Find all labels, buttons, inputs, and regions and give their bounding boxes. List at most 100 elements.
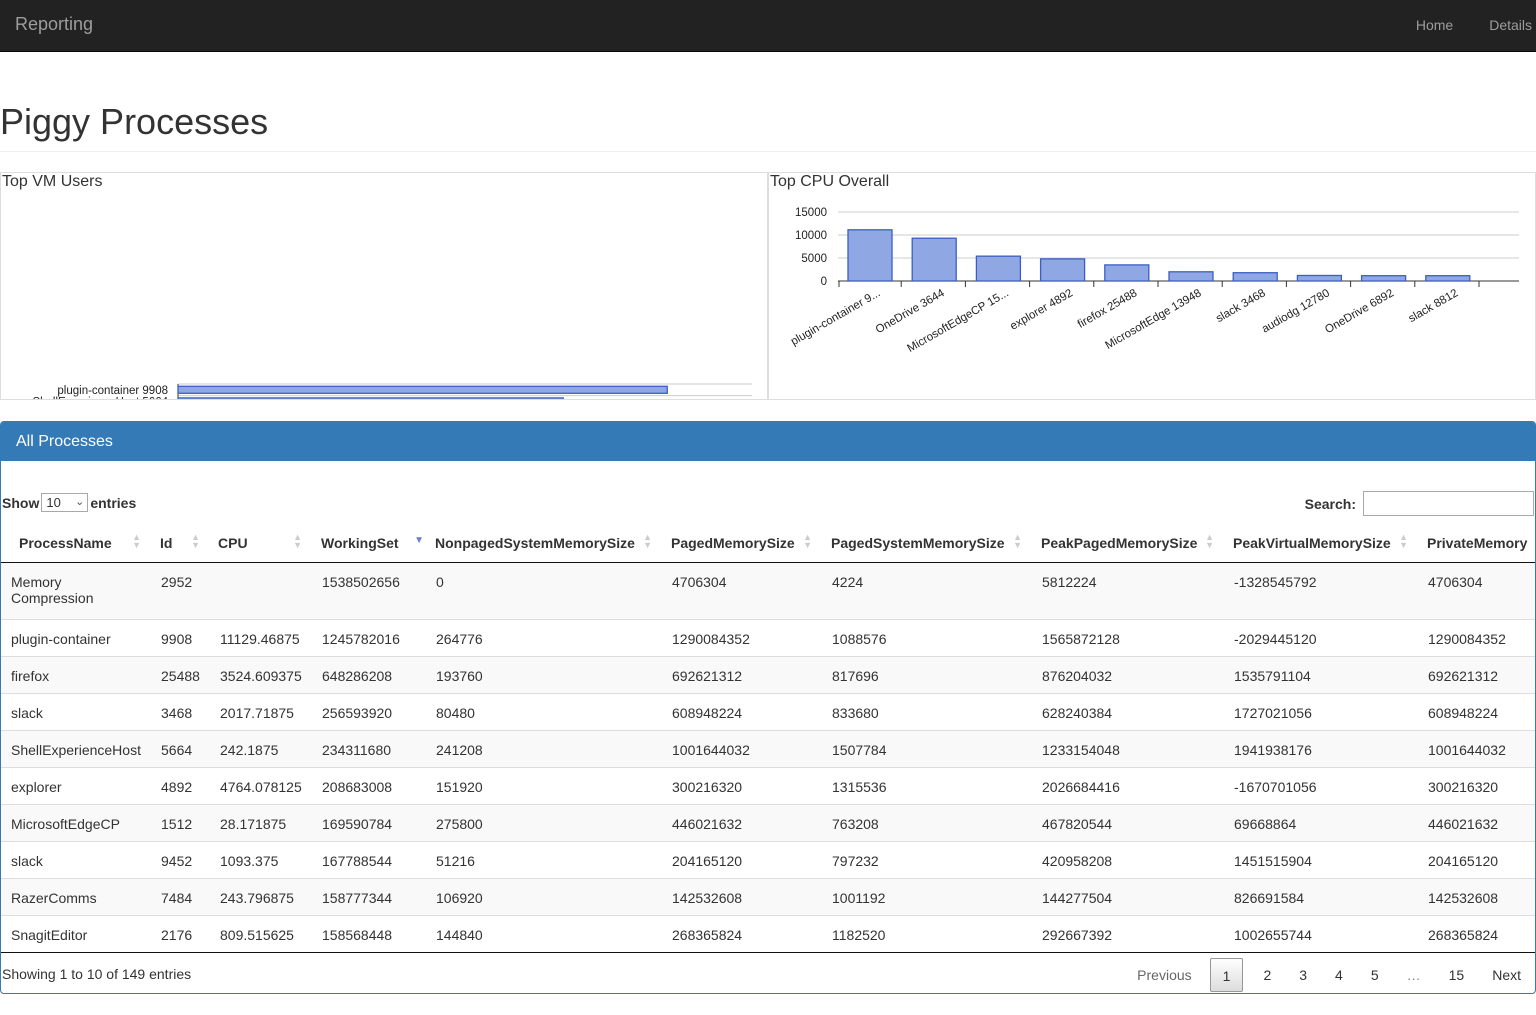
cpu-bar[interactable] [975, 255, 1022, 282]
cell-cpu: 28.171875 [210, 804, 312, 842]
title-divider [0, 151, 1536, 152]
sort-both-icon: ▲ ▼ [293, 532, 302, 550]
cell-nonpagedsystemmemorysize: 80480 [426, 693, 662, 731]
cpu-bar[interactable] [1104, 264, 1150, 282]
cpu-category-label: firefox 25488 [1076, 287, 1140, 331]
previous-page-button[interactable]: Previous [1137, 967, 1192, 983]
column-header-nonpagedsystemmemorysize[interactable]: NonpagedSystemMemorySize ▲ ▼ [426, 523, 662, 563]
table-row[interactable]: slack 3468 2017.71875 256593920 80480 6089482… [1, 693, 1535, 731]
cell-processname: SnagitEditor [1, 915, 151, 953]
table-header-row: ProcessName ▲ ▼ Id ▲ ▼ CPU ▲ ▼ WorkingSet ▼ Nonpage… [1, 523, 1535, 563]
column-header-label: PrivateMemory [1427, 534, 1528, 551]
cpu-bar[interactable] [1425, 275, 1471, 282]
cell-cpu: 3524.609375 [210, 656, 312, 694]
cell-id: 9908 [151, 619, 210, 657]
cell-pagedmemorysize: 692621312 [662, 656, 822, 694]
processes-table-wrapper: ProcessName ▲ ▼ Id ▲ ▼ CPU ▲ ▼ WorkingSet ▼ Nonpage… [1, 523, 1535, 953]
cell-peakvirtualmemorysize: 1451515904 [1224, 841, 1418, 879]
vm-bar[interactable] [177, 397, 564, 399]
sort-both-icon: ▲ ▼ [803, 532, 812, 550]
chevron-down-icon: ⌄ [75, 496, 85, 508]
column-header-workingset[interactable]: WorkingSet ▼ [312, 523, 426, 563]
brand-link[interactable]: Reporting [15, 14, 94, 34]
table-row[interactable]: ShellExperienceHost 5664 242.1875 234311680… [1, 730, 1535, 768]
sort-both-icon: ▲ ▼ [191, 532, 200, 550]
column-header-pagedmemorysize[interactable]: PagedMemorySize ▲ ▼ [662, 523, 822, 563]
cell-processname: slack [1, 841, 151, 879]
cell-peakpagedmemorysize: 467820544 [1032, 804, 1224, 842]
vm-bar[interactable] [177, 385, 668, 394]
column-header-pagedsystemmemorysize[interactable]: PagedSystemMemorySize ▲ ▼ [822, 523, 1032, 563]
cell-peakvirtualmemorysize: -1670701056 [1224, 767, 1418, 805]
column-header-label: PeakVirtualMemorySize [1233, 534, 1391, 551]
cell-peakvirtualmemorysize: 1002655744 [1224, 915, 1418, 953]
cell-workingset: 208683008 [312, 767, 426, 805]
cell-nonpagedsystemmemorysize: 0 [436, 574, 444, 590]
cell-pagedmemorysize: 1001644032 [662, 730, 822, 768]
table-row[interactable]: RazerComms 7484 243.796875 158777344 106920 1… [1, 878, 1535, 916]
cell-nonpagedsystemmemorysize: 275800 [426, 804, 662, 842]
nav-home-link[interactable]: Home [1415, 17, 1454, 33]
cell-peakpagedmemorysize: 5812224 [1042, 574, 1097, 590]
sort-both-icon: ▲ ▼ [1399, 532, 1408, 550]
page-button-1[interactable]: 1 [1209, 958, 1244, 992]
cell-workingset: 256593920 [312, 693, 426, 731]
cpu-bar[interactable] [1360, 275, 1407, 282]
column-header-peakvirtualmemorysize[interactable]: PeakVirtualMemorySize ▲ ▼ [1224, 523, 1418, 563]
table-row[interactable]: MicrosoftEdgeCP 1512 28.171875 169590784 275… [1, 804, 1535, 842]
cpu-tick-label: 5000 [801, 253, 827, 265]
cpu-category-label: OneDrive 6892 [1323, 287, 1396, 336]
table-row[interactable]: SnagitEditor 2176 809.515625 158568448 14484… [1, 915, 1535, 953]
vm-chart-title: Top VM Users [2, 173, 103, 190]
cell-pagedmemorysize: 1290084352 [662, 619, 822, 657]
column-header-processname[interactable]: ProcessName ▲ ▼ [1, 523, 151, 563]
cpu-tick-label: 15000 [795, 207, 827, 219]
page-button-3[interactable]: 3 [1299, 967, 1308, 983]
search-input[interactable] [1363, 491, 1534, 516]
cpu-bar[interactable] [1232, 272, 1278, 282]
cell-nonpagedsystemmemorysize: 241208 [426, 730, 662, 768]
table-row[interactable]: Memory Compression 2952 1538502656 0 4706304… [1, 562, 1535, 620]
cell-peakvirtualmemorysize: -1328545792 [1234, 574, 1317, 590]
cpu-bar[interactable] [1039, 258, 1086, 282]
cell-privatememory: 300216320 [1418, 767, 1535, 805]
cell-id: 2952 [161, 574, 193, 590]
page-button-4[interactable]: 4 [1335, 967, 1343, 983]
column-header-privatememory[interactable]: PrivateMemory [1418, 523, 1535, 563]
page-button-5[interactable]: 5 [1370, 967, 1379, 983]
cell-peakvirtualmemorysize: 1941938176 [1224, 730, 1418, 768]
next-page-button[interactable]: Next [1492, 967, 1521, 983]
cell-workingset: 1245782016 [312, 619, 426, 657]
table-row[interactable]: explorer 4892 4764.078125 208683008 151920 30… [1, 767, 1535, 805]
cell-privatememory: 608948224 [1418, 693, 1535, 731]
table-row[interactable]: slack 9452 1093.375 167788544 51216 204165120… [1, 841, 1535, 879]
nav-details-link[interactable]: Details [1489, 17, 1532, 33]
page-button-2[interactable]: 2 [1263, 967, 1272, 983]
cpu-tick-label: 10000 [795, 230, 827, 242]
table-row[interactable]: firefox 25488 3524.609375 648286208 193760 69… [1, 656, 1535, 694]
cell-peakvirtualmemorysize: 69668864 [1224, 804, 1418, 842]
cell-processname: slack [1, 693, 151, 731]
search-label: Search: [1304, 495, 1356, 512]
cell-pagedmemorysize: 4706304 [672, 574, 727, 590]
cell-cpu: 243.796875 [210, 878, 312, 916]
column-header-peakpagedmemorysize[interactable]: PeakPagedMemorySize ▲ ▼ [1032, 523, 1224, 563]
column-header-cpu[interactable]: CPU ▲ ▼ [210, 523, 312, 563]
nav-links: Home Details [1385, 0, 1536, 51]
column-header-id[interactable]: Id ▲ ▼ [151, 523, 210, 563]
cpu-bar[interactable] [911, 237, 957, 282]
cpu-bar[interactable] [1296, 274, 1343, 282]
cell-pagedmemorysize: 446021632 [662, 804, 822, 842]
page-button-15[interactable]: 15 [1448, 967, 1465, 983]
cell-processname: plugin-container [1, 619, 151, 657]
table-row[interactable]: plugin-container 9908 11129.46875 124578201… [1, 619, 1535, 657]
cell-peakpagedmemorysize: 144277504 [1032, 878, 1224, 916]
column-header-label: WorkingSet [321, 534, 399, 551]
cpu-bar[interactable] [847, 229, 893, 282]
cell-cpu: 2017.71875 [210, 693, 312, 731]
cell-privatememory: 4706304 [1428, 574, 1483, 590]
page-length-select[interactable]: 10 ⌄ [41, 493, 89, 512]
cell-cpu: 11129.46875 [210, 619, 312, 657]
cpu-bar[interactable] [1168, 271, 1214, 282]
cell-privatememory: 1290084352 [1418, 619, 1535, 657]
